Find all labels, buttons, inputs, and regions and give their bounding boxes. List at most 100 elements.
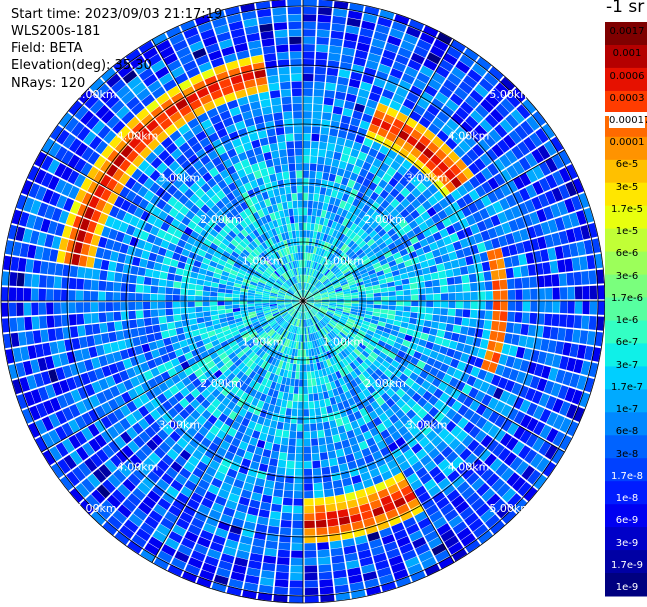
range-gate-cell	[424, 530, 439, 543]
range-gate-cell	[334, 144, 344, 153]
range-gate-cell	[396, 243, 406, 252]
range-gate-cell	[292, 301, 300, 304]
range-gate-cell	[338, 233, 346, 242]
range-gate-cell	[173, 201, 184, 212]
range-gate-cell	[176, 492, 190, 505]
range-gate-cell	[423, 320, 432, 328]
range-gate-cell	[305, 327, 309, 335]
range-gate-cell	[197, 536, 211, 548]
range-gate-cell	[447, 73, 462, 86]
range-gate-cell	[304, 290, 308, 298]
range-gate-cell	[389, 373, 399, 383]
range-gate-cell	[300, 319, 302, 327]
range-gate-cell	[167, 172, 179, 184]
range-gate-cell	[241, 10, 257, 21]
range-gate-cell	[456, 481, 470, 494]
range-gate-cell	[184, 367, 194, 376]
range-gate-cell	[501, 509, 517, 524]
range-gate-cell	[236, 370, 245, 380]
range-gate-cell	[222, 506, 235, 517]
range-gate-cell	[402, 224, 412, 234]
range-gate-cell	[423, 363, 433, 373]
range-gate-cell	[232, 304, 240, 309]
range-gate-cell	[287, 307, 294, 312]
range-gate-cell	[400, 273, 409, 280]
range-gate-cell	[174, 321, 183, 329]
range-gate-cell	[333, 569, 347, 579]
range-gate-cell	[427, 183, 439, 195]
range-gate-cell	[396, 111, 408, 123]
range-gate-cell	[280, 310, 288, 316]
range-gate-cell	[206, 107, 219, 119]
range-gate-cell	[308, 319, 311, 326]
range-gate-cell	[331, 255, 338, 263]
range-gate-cell	[567, 286, 575, 300]
range-gate-cell	[201, 409, 212, 420]
range-gate-cell	[296, 292, 301, 298]
range-gate-cell	[393, 342, 402, 350]
range-gate-cell	[395, 454, 407, 465]
range-gate-cell	[207, 219, 217, 229]
range-gate-cell	[279, 276, 286, 283]
range-gate-cell	[107, 149, 120, 163]
range-gate-cell	[345, 93, 357, 103]
range-gate-cell	[41, 432, 55, 449]
range-gate-cell	[309, 318, 313, 326]
range-gate-cell	[304, 520, 315, 529]
range-gate-cell	[375, 205, 385, 215]
range-gate-cell	[165, 105, 178, 117]
range-gate-cell	[212, 356, 222, 365]
range-gate-cell	[312, 307, 319, 312]
range-label: 4.00km	[448, 461, 490, 474]
range-gate-cell	[299, 282, 302, 290]
range-gate-cell	[41, 416, 54, 432]
range-gate-cell	[400, 187, 411, 198]
range-gate-cell	[386, 255, 395, 263]
range-gate-cell	[234, 557, 248, 567]
range-gate-cell	[250, 316, 258, 321]
range-gate-cell	[132, 82, 147, 96]
range-gate-cell	[385, 508, 399, 520]
range-gate-cell	[309, 286, 315, 293]
range-gate-cell	[153, 356, 164, 367]
range-gate-cell	[76, 278, 84, 290]
range-gate-cell	[300, 260, 303, 268]
range-gate-cell	[89, 99, 105, 114]
range-gate-cell	[280, 275, 287, 282]
range-gate-cell	[304, 505, 315, 514]
range-gate-cell	[315, 247, 320, 255]
range-gate-cell	[286, 141, 295, 149]
range-gate-cell	[271, 310, 279, 315]
range-gate-cell	[282, 104, 292, 112]
range-gate-cell	[329, 299, 337, 301]
range-gate-cell	[257, 130, 268, 139]
range-gate-cell	[221, 46, 235, 57]
range-gate-cell	[418, 550, 434, 563]
range-gate-cell	[395, 86, 409, 98]
range-gate-cell	[494, 225, 505, 237]
range-gate-cell	[169, 431, 181, 443]
range-gate-cell	[272, 443, 281, 452]
range-gate-cell	[225, 360, 234, 369]
range-gate-cell	[313, 295, 321, 298]
range-gate-cell	[303, 73, 314, 82]
range-gate-cell	[491, 478, 505, 492]
range-gate-cell	[255, 291, 263, 295]
range-gate-cell	[331, 221, 338, 230]
range-gate-cell	[108, 440, 121, 454]
range-gate-cell	[84, 457, 98, 472]
range-gate-cell	[371, 258, 379, 265]
range-gate-cell	[316, 527, 328, 536]
range-gate-cell	[347, 460, 358, 470]
range-gate-cell	[566, 403, 578, 419]
range-gate-cell	[155, 339, 165, 349]
range-gate-cell	[219, 352, 228, 360]
range-gate-cell	[422, 110, 436, 123]
range-gate-cell	[425, 341, 434, 350]
range-gate-cell	[224, 297, 232, 301]
range-gate-cell	[299, 319, 301, 327]
range-gate-cell	[357, 210, 366, 220]
range-gate-cell	[376, 377, 385, 387]
range-gate-cell	[507, 278, 515, 289]
range-gate-cell	[464, 95, 479, 109]
